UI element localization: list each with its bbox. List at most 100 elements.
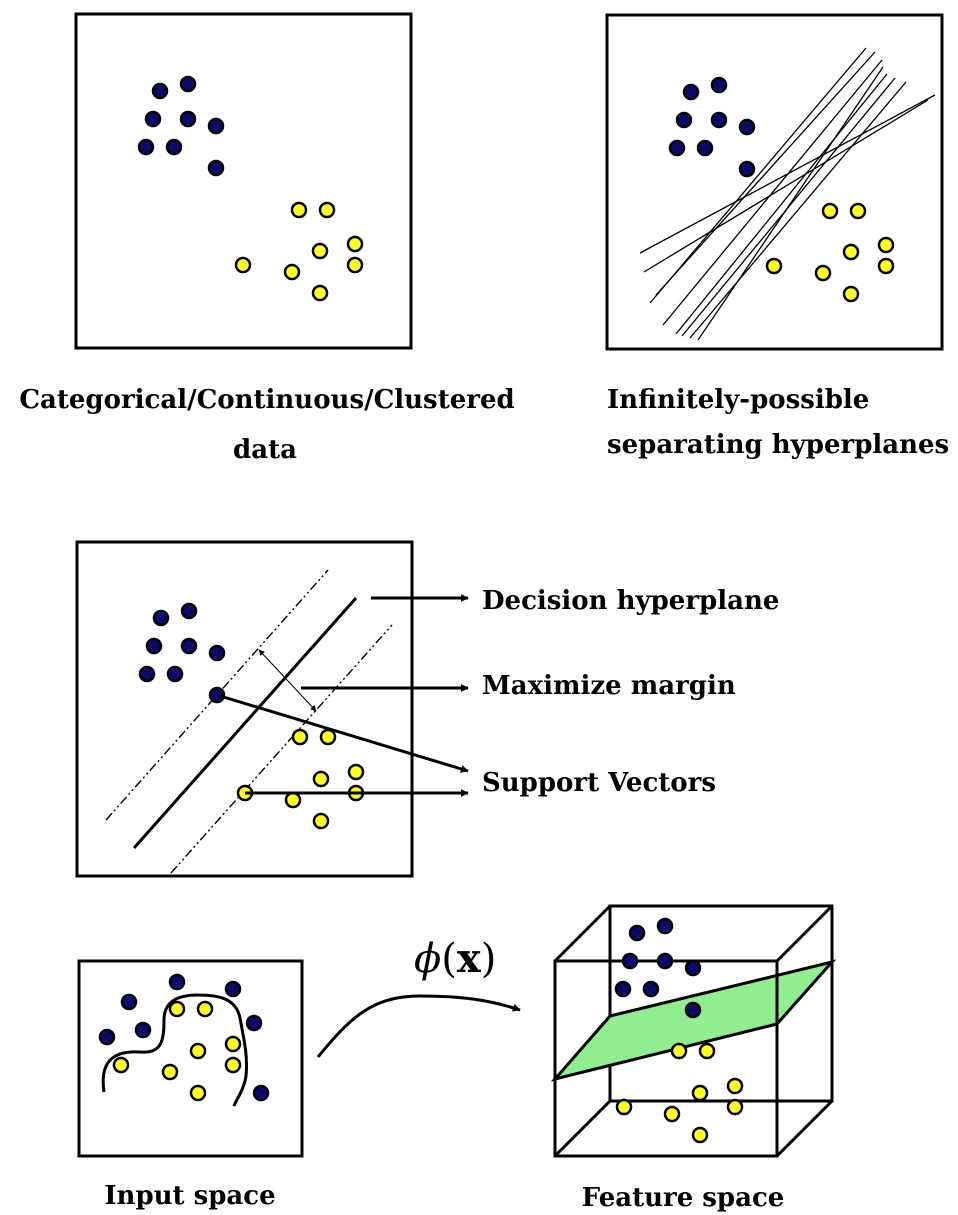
decision-hyperplane (132, 597, 358, 849)
cube-edge (775, 1099, 834, 1158)
class-a-point (207, 159, 225, 177)
kernel-mapping: ϕ(x) (316, 935, 521, 1058)
class-b-point (691, 1084, 709, 1102)
class-a-point (224, 980, 242, 998)
class-a-point (682, 83, 700, 101)
class-a-point (137, 138, 155, 156)
class-b-point (726, 1098, 744, 1116)
class-a-point (144, 110, 162, 128)
class-b-point (877, 236, 895, 254)
label-decision-hyperplane: Decision hyperplane (482, 586, 779, 616)
panel-frame (75, 540, 414, 878)
class-b-point (311, 242, 329, 260)
mapping-close-paren: ) (481, 936, 497, 982)
cube-edge (553, 1099, 612, 1158)
class-b-points (236, 728, 365, 830)
separating-hyperplane-plane (550, 959, 837, 1082)
margin-width-arrow (287, 680, 317, 712)
margin-width-arrow (258, 649, 289, 682)
class-a-point (245, 1014, 263, 1032)
panel-feature-space (550, 904, 837, 1158)
class-a-point (165, 138, 183, 156)
class-b-point (615, 1098, 633, 1116)
class-a-point (738, 118, 756, 136)
mapping-open-paren: ( (441, 936, 457, 982)
class-a-point (668, 139, 686, 157)
class-a-point (642, 980, 660, 998)
class-b-point (821, 202, 839, 220)
label-maximize-margin: Maximize margin (482, 671, 736, 701)
class-a-point (168, 973, 186, 991)
caption-hyperplanes-line1: Infinitely-possible (607, 385, 869, 415)
margin-boundary-lower (170, 624, 393, 874)
class-a-point (628, 924, 646, 942)
class-a-point (656, 917, 674, 935)
class-b-point (161, 1063, 179, 1081)
class-a-points (614, 917, 702, 1019)
class-b-point (726, 1077, 744, 1095)
class-b-point (284, 791, 302, 809)
class-b-point (765, 257, 783, 275)
class-b-point (196, 1000, 214, 1018)
class-b-points-back (615, 1077, 744, 1144)
class-b-point (283, 263, 301, 281)
panel-frame (77, 959, 304, 1158)
class-b-point (663, 1105, 681, 1123)
class-a-point (684, 959, 702, 977)
class-a-point (621, 952, 639, 970)
panel-frame (74, 12, 413, 350)
class-a-points (98, 973, 270, 1102)
caption-clustered-line2: data (233, 435, 297, 465)
class-b-point (112, 1056, 130, 1074)
class-b-point (224, 1035, 242, 1053)
class-b-point (814, 264, 832, 282)
support-vector-pointer (216, 693, 469, 773)
class-b-point (842, 285, 860, 303)
class-b-point (877, 257, 895, 275)
cube-back-face (608, 904, 834, 1103)
class-b-point (842, 243, 860, 261)
mapping-arrow (316, 994, 521, 1058)
class-a-point (152, 609, 170, 627)
caption-hyperplanes-line2: separating hyperplanes (607, 430, 949, 460)
class-a-point (98, 1028, 116, 1046)
class-b-point (670, 1042, 688, 1060)
class-a-point (138, 665, 156, 683)
panel-input-space: Input space (77, 959, 304, 1211)
class-a-point (145, 637, 163, 655)
candidate-hyperplanes (639, 47, 936, 341)
class-b-point (318, 201, 336, 219)
class-b-point (346, 256, 364, 274)
class-b-point (168, 1000, 186, 1018)
class-a-points (137, 75, 225, 177)
nonlinear-boundary (101, 993, 248, 1107)
caption-clustered-line1: Categorical/Continuous/Clustered (19, 385, 514, 415)
candidate-hyperplane (697, 66, 884, 341)
class-a-point (120, 993, 138, 1011)
class-a-point (684, 1001, 702, 1019)
class-b-points (670, 1042, 716, 1060)
class-b-points (234, 201, 364, 302)
class-b-point (849, 202, 867, 220)
class-b-point (691, 1126, 709, 1144)
class-a-point (134, 1021, 152, 1039)
caption-feature-space: Feature space (582, 1183, 785, 1213)
class-a-point (151, 82, 169, 100)
mapping-argument: x (457, 935, 482, 982)
panel-clustered-data: Categorical/Continuous/Clustered data (19, 12, 515, 465)
class-a-point (738, 160, 756, 178)
class-a-point (180, 637, 198, 655)
class-b-point (312, 812, 330, 830)
panel-svm-margin: Decision hyperplane Maximize margin Supp… (75, 540, 779, 878)
candidate-hyperplane (675, 73, 888, 335)
class-a-point (166, 665, 184, 683)
class-a-point (252, 1084, 270, 1102)
class-b-point (319, 728, 337, 746)
class-a-point (207, 117, 225, 135)
class-b-points (765, 202, 895, 303)
class-b-point (312, 770, 330, 788)
class-b-point (189, 1084, 207, 1102)
candidate-hyperplane (649, 47, 867, 304)
class-a-point (180, 602, 198, 620)
